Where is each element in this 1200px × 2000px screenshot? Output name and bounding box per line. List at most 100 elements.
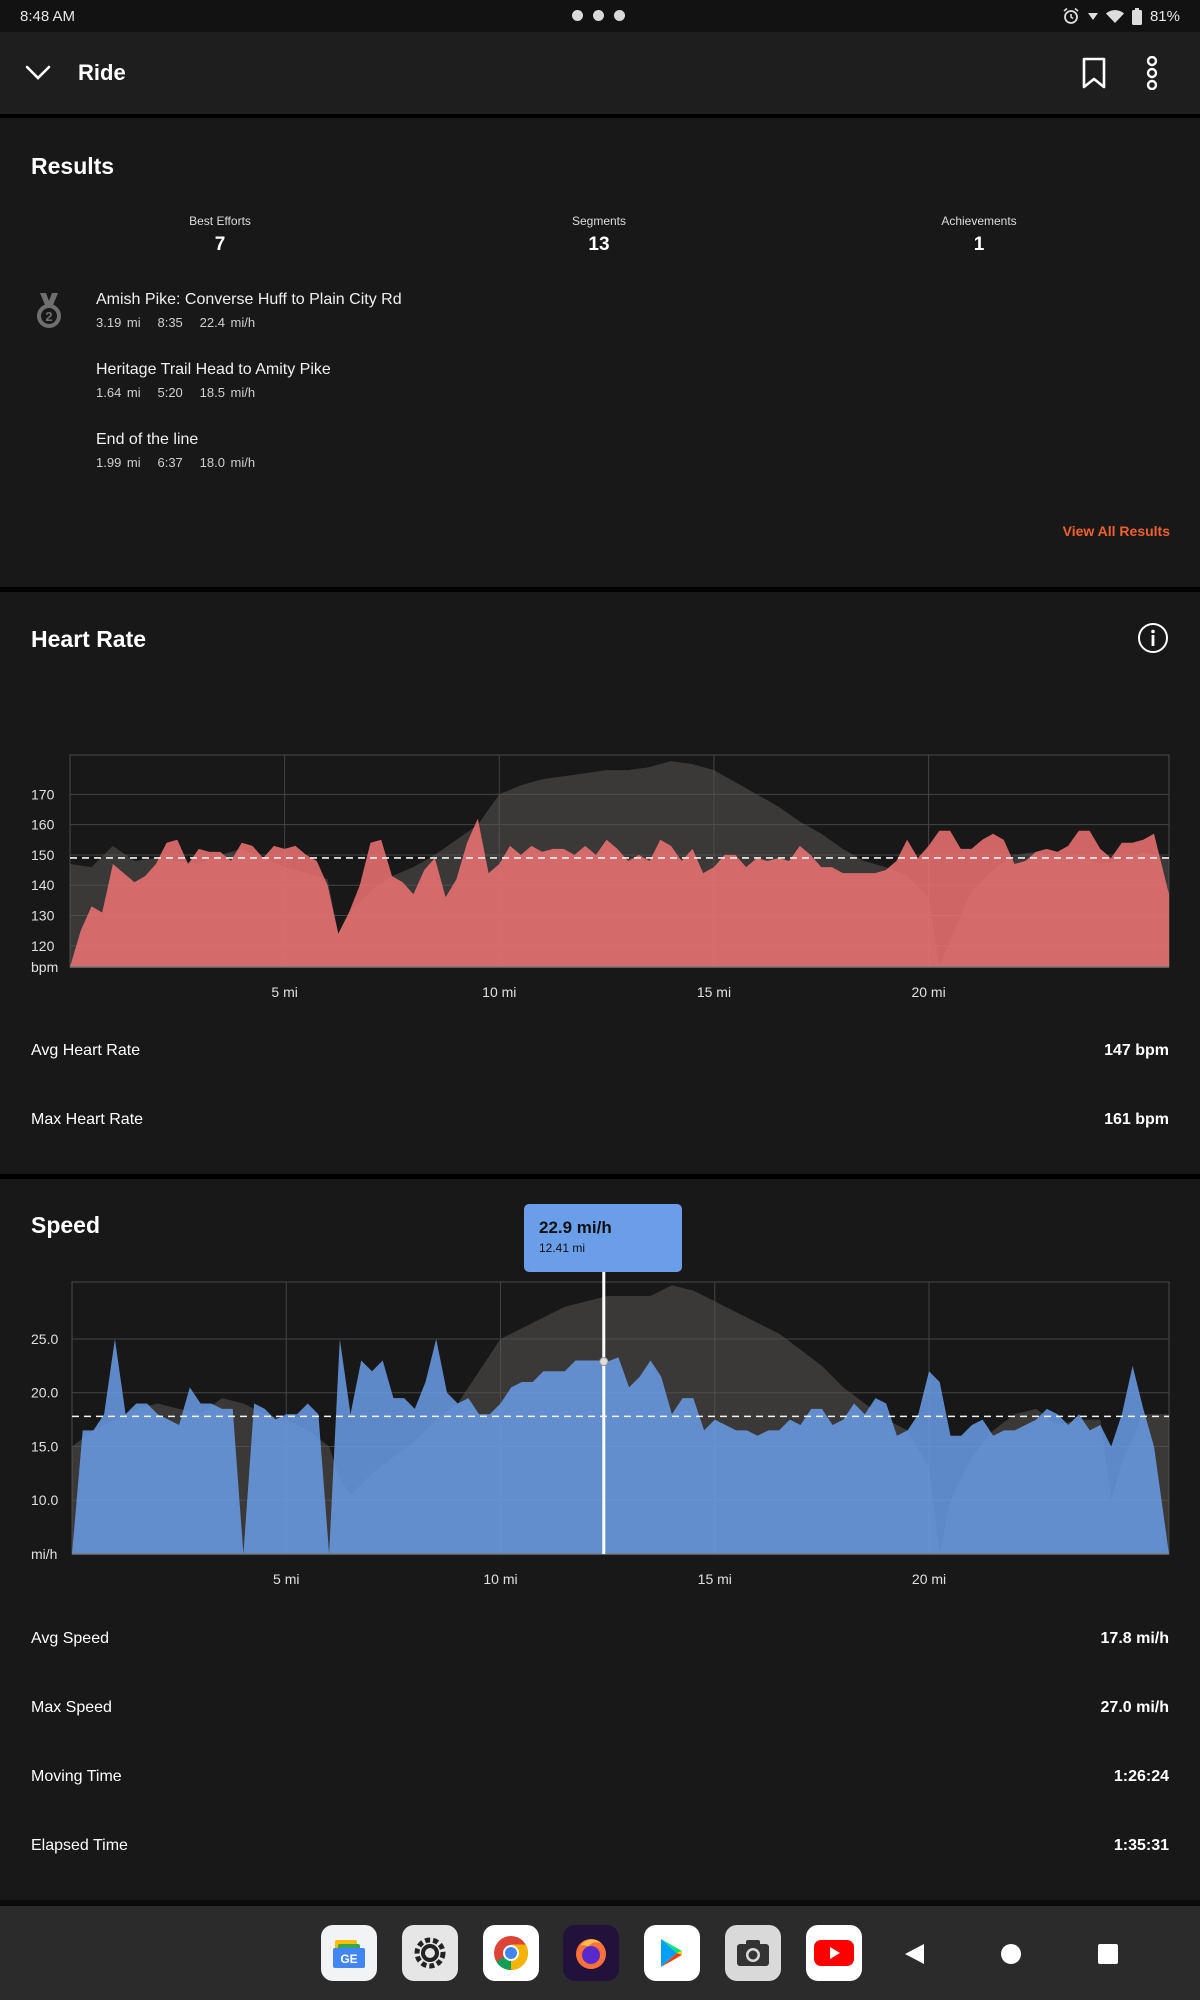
results-title: Results [31, 153, 115, 179]
result-item[interactable]: Amish Pike: Converse Huff to Plain City … [96, 291, 402, 330]
x-tick-label: 10 mi [482, 984, 516, 1000]
stat-label: Best Efforts [189, 214, 251, 228]
result-time: 5:20 [157, 385, 183, 400]
stat-value: 7 [214, 234, 226, 255]
result-distance: 3.19 mi [96, 315, 141, 330]
row-value: 1:26:24 [1113, 1768, 1169, 1785]
max-speed-row: Max Speed 27.0 mi/h [31, 1699, 1169, 1717]
speed-chart[interactable]: 10.0 15.0 20.0 25.0 mi/h 5 mi 10 mi 15 mi 20 mi [0, 1235, 1200, 1610]
status-bar: 8:48 AM 81% [0, 0, 1200, 32]
cursor-point [599, 1357, 609, 1367]
max-heart-rate-row: Max Heart Rate 161 bpm [31, 1111, 1169, 1129]
results-card: Results Best Efforts 7 Segments 13 Achie… [0, 118, 1200, 587]
row-label: Moving Time [31, 1768, 122, 1785]
x-tick-label: 10 mi [483, 1571, 517, 1587]
x-tick-label: 5 mi [271, 984, 297, 1000]
more-vert-icon[interactable] [1128, 49, 1176, 97]
speed-card: Speed 10.0 15.0 20.0 25.0 mi/h 5 mi 10 mi 15 mi… [0, 1179, 1200, 1900]
y-tick-label: 20.0 [31, 1385, 58, 1401]
row-label: Avg Heart Rate [31, 1042, 141, 1059]
view-all-results-link[interactable]: View All Results [1062, 523, 1170, 539]
stat-label: Segments [571, 214, 627, 228]
dock-divider [0, 1900, 1200, 1906]
series-area [72, 1339, 1169, 1554]
back-icon[interactable] [902, 1942, 926, 1966]
stat-value: 1 [973, 234, 985, 255]
x-tick-label: 20 mi [912, 1571, 946, 1587]
chrome-icon[interactable] [483, 1925, 539, 1981]
row-value: 147 bpm [1104, 1042, 1169, 1059]
x-tick-label: 15 mi [697, 984, 731, 1000]
y-tick-label: 160 [31, 817, 55, 833]
y-tick-label: 120 [31, 938, 55, 954]
elapsed-time-row: Elapsed Time 1:35:31 [31, 1837, 1169, 1855]
heart-rate-chart[interactable]: 120 130 140 150 160 170 bpm 5 mi 10 mi 15 mi 20 mi [0, 652, 1200, 1012]
settings-icon[interactable] [402, 1925, 458, 1981]
row-label: Max Heart Rate [31, 1111, 144, 1128]
stat-value: 13 [588, 234, 610, 255]
stat-label: Achievements [941, 214, 1017, 228]
tooltip-distance: 12.41 mi [539, 1241, 586, 1255]
result-speed: 18.0 mi/h [199, 455, 256, 470]
status-time: 8:48 AM [20, 7, 76, 25]
firefox-icon[interactable] [563, 1925, 619, 1981]
alarm-icon [1063, 7, 1079, 24]
youtube-icon[interactable] [806, 1925, 862, 1981]
row-value: 1:35:31 [1113, 1837, 1169, 1854]
stat-best-efforts[interactable]: Best Efforts 7 [120, 214, 320, 256]
avg-speed-row: Avg Speed 17.8 mi/h [31, 1630, 1169, 1648]
speed-tooltip: 22.9 mi/h 12.41 mi [524, 1204, 682, 1272]
app-bar: Ride [0, 32, 1200, 114]
heart-rate-title: Heart Rate [31, 626, 147, 652]
google-news-icon[interactable]: GE [321, 1925, 377, 1981]
y-tick-label: 130 [31, 908, 55, 924]
row-label: Avg Speed [31, 1630, 109, 1647]
result-distance: 1.64 mi [96, 385, 141, 400]
stat-achievements[interactable]: Achievements 1 [879, 214, 1079, 256]
signal-icon [1087, 13, 1098, 20]
play-store-icon[interactable] [644, 1925, 700, 1981]
svg-text:GE: GE [340, 1952, 357, 1966]
result-name: End of the line [96, 431, 199, 448]
x-tick-label: 5 mi [273, 1571, 299, 1587]
x-tick-label: 15 mi [698, 1571, 732, 1587]
result-time: 6:37 [157, 455, 183, 470]
series-area [70, 818, 1169, 967]
y-tick-label: 170 [31, 786, 55, 802]
home-icon[interactable] [999, 1942, 1023, 1966]
chevron-down-icon[interactable] [20, 49, 56, 97]
camera-icon[interactable] [725, 1925, 781, 1981]
row-value: 17.8 mi/h [1100, 1630, 1169, 1647]
moving-time-row: Moving Time 1:26:24 [31, 1768, 1169, 1786]
result-name: Heritage Trail Head to Amity Pike [96, 361, 331, 378]
app-bar-divider [0, 114, 1200, 118]
result-speed: 18.5 mi/h [199, 385, 256, 400]
result-distance: 1.99 mi [96, 455, 141, 470]
heart-rate-card: Heart Rate 120 130 140 150 160 170 bpm 5 mi 10 m… [0, 592, 1200, 1174]
stat-segments[interactable]: Segments 13 [499, 214, 699, 256]
system-dock: GE [0, 1906, 1200, 2000]
wifi-icon [1105, 9, 1124, 23]
result-item[interactable]: End of the line 1.99 mi 6:37 18.0 mi/h [96, 431, 255, 470]
recents-icon[interactable] [1097, 1943, 1119, 1965]
avg-heart-rate-row: Avg Heart Rate 147 bpm [31, 1042, 1169, 1060]
status-dots-icon [572, 10, 625, 21]
row-label: Elapsed Time [31, 1837, 128, 1854]
y-unit-label: mi/h [31, 1546, 57, 1562]
speed-title: Speed [31, 1212, 101, 1238]
section-divider [0, 587, 1200, 592]
medal-rank: 2 [45, 309, 52, 324]
medal-icon: 2 [37, 293, 61, 328]
tooltip-value: 22.9 mi/h [539, 1218, 612, 1237]
battery-icon [1131, 7, 1142, 25]
bookmark-icon[interactable] [1070, 49, 1118, 97]
y-tick-label: 150 [31, 847, 55, 863]
row-value: 27.0 mi/h [1100, 1699, 1169, 1716]
y-unit-label: bpm [31, 959, 58, 975]
row-label: Max Speed [31, 1699, 112, 1716]
page-title: Ride [78, 60, 126, 85]
result-time: 8:35 [157, 315, 183, 330]
y-tick-label: 15.0 [31, 1438, 58, 1454]
info-icon[interactable] [1137, 622, 1169, 654]
result-item[interactable]: Heritage Trail Head to Amity Pike 1.64 m… [96, 361, 331, 400]
